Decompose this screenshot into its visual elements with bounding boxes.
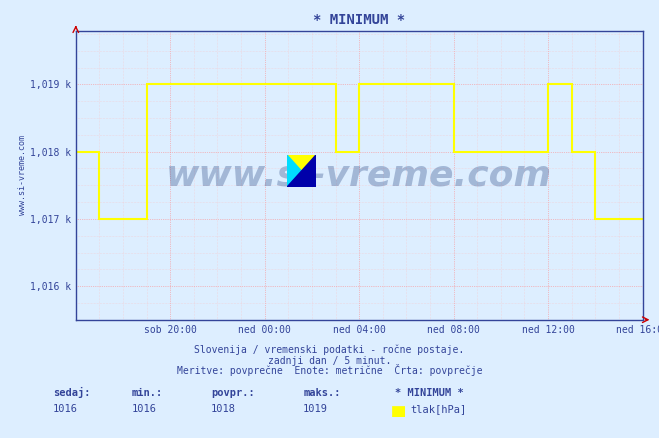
Text: povpr.:: povpr.: (211, 389, 254, 399)
Text: 1018: 1018 (211, 404, 236, 414)
Text: 1016: 1016 (132, 404, 157, 414)
Text: 1016: 1016 (53, 404, 78, 414)
Text: 1019: 1019 (303, 404, 328, 414)
Text: sedaj:: sedaj: (53, 387, 90, 399)
Polygon shape (287, 155, 316, 187)
Text: Meritve: povprečne  Enote: metrične  Črta: povprečje: Meritve: povprečne Enote: metrične Črta:… (177, 364, 482, 377)
Text: * MINIMUM *: * MINIMUM * (395, 389, 464, 399)
Polygon shape (287, 155, 316, 187)
Text: tlak[hPa]: tlak[hPa] (410, 404, 466, 414)
Title: * MINIMUM *: * MINIMUM * (313, 13, 405, 27)
Text: www.si-vreme.com: www.si-vreme.com (166, 158, 552, 192)
Polygon shape (287, 155, 316, 187)
Text: zadnji dan / 5 minut.: zadnji dan / 5 minut. (268, 356, 391, 366)
Text: Slovenija / vremenski podatki - ročne postaje.: Slovenija / vremenski podatki - ročne po… (194, 344, 465, 355)
Text: min.:: min.: (132, 389, 163, 399)
Text: maks.:: maks.: (303, 389, 341, 399)
Y-axis label: www.si-vreme.com: www.si-vreme.com (18, 135, 27, 215)
